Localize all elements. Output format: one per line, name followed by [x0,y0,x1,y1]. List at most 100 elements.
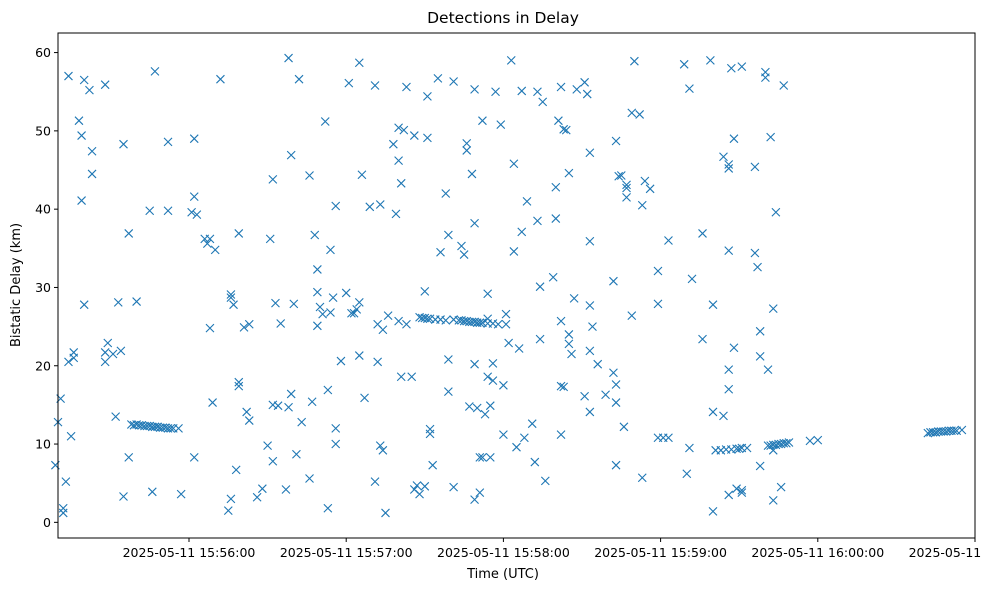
detection-point [370,81,380,90]
detection-point [726,63,736,73]
detection-point [685,443,694,453]
detection-point [354,58,364,68]
detection-point [472,403,482,413]
detection-point [462,139,472,148]
detection-point [761,73,770,83]
y-tick-label: 50 [35,123,51,138]
detection-point [394,316,403,326]
detection-point [554,116,563,126]
detection-point [234,381,244,391]
detection-point [609,276,618,286]
detection-point [409,131,419,140]
detection-point [192,210,202,220]
detection-point [514,344,524,353]
track-point [166,423,176,433]
detection-point [653,266,663,276]
detection-point [509,247,519,256]
detection-point [119,492,128,501]
detection-point [517,86,527,96]
detection-point [132,297,141,306]
detection-point [682,469,692,479]
detection-point [645,184,655,194]
detection-point [724,246,734,256]
detection-point [163,137,173,147]
detection-point [457,241,466,251]
detection-point [113,297,123,307]
detection-point [653,299,663,309]
detection-point [108,349,118,359]
detection-point [640,176,650,186]
x-axis: 2025-05-11 15:56:00 2025-05-11 15:57:00 20… [123,538,983,560]
detection-point [480,409,490,419]
detection-point [378,445,388,455]
detection-point [305,171,314,180]
detection-point [580,77,590,87]
detection-point [273,401,283,411]
detection-point [601,390,610,400]
detection-point [724,160,734,169]
detection-point [611,380,621,389]
detection-point [320,117,330,126]
detection-point [286,150,296,160]
detection-point [627,108,637,118]
detection-point [305,474,314,483]
detection-point [664,433,673,443]
detection-point [103,338,113,348]
detection-point [265,234,275,244]
detection-point [402,319,411,329]
detection-point [443,230,453,240]
detection-point [412,481,422,490]
detection-point [664,236,673,245]
detection-point [443,355,453,364]
detection-point [58,508,68,518]
track-point [423,314,432,324]
detection-point [307,397,317,407]
detection-point [535,334,545,344]
detection-point [635,110,645,119]
detection-point [540,476,550,486]
detection-point [150,66,160,76]
detection-point [588,322,597,331]
detection-point [551,214,561,223]
detection-point [365,202,375,212]
detection-point [470,218,479,228]
detection-point [187,207,197,217]
detection-point [483,372,493,382]
detection-point [425,429,435,439]
detection-point [124,229,134,238]
detection-point [483,289,493,299]
detection-point [292,449,301,459]
x-tick-label: 2025-05-11 15:56:00 [123,545,256,560]
detection-point [336,356,346,366]
detection-point [491,87,500,97]
detection-point [779,81,789,90]
detection-point [512,442,521,452]
detection-point [533,87,542,97]
detection-point [328,293,338,303]
x-tick-label: 2025-05-11 16:00:00 [751,545,884,560]
detection-point [708,506,718,516]
detection-point [284,402,293,412]
detection-point [464,402,474,411]
detection-point [750,248,760,258]
detection-point [724,490,734,500]
y-tick-label: 30 [35,280,51,295]
track-point [805,436,815,446]
y-tick-label: 40 [35,202,51,217]
y-tick-label: 0 [43,515,51,530]
detection-point [268,456,278,466]
detection-point [226,290,236,299]
detection-point [737,485,747,495]
track-point [784,438,794,447]
detection-point [242,407,252,417]
detection-point [637,473,647,483]
detection-point [522,196,532,206]
detection-point [64,71,73,81]
detection-point [755,461,765,471]
detection-point [436,247,445,257]
detection-point [347,308,356,318]
detection-point [630,56,639,66]
detection-point [216,74,225,84]
detection-point [724,164,734,173]
